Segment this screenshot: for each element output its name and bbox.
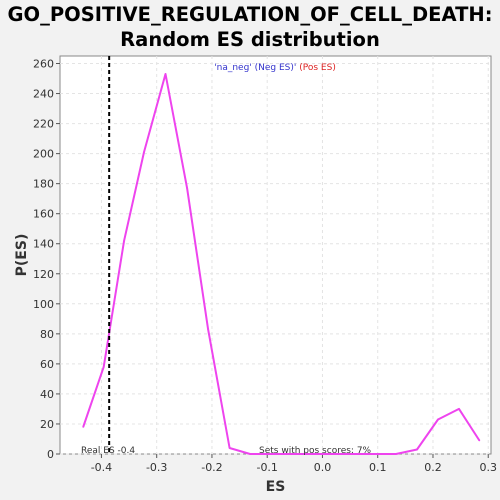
y-tick-label: 0 xyxy=(47,448,54,461)
data-point xyxy=(312,453,314,455)
y-axis-ticks: 0 20 40 60 80 100 120 140 160 180 200 220 240 260 xyxy=(33,58,60,461)
y-axis-label: P(ES) xyxy=(14,234,30,277)
data-point xyxy=(82,426,85,428)
data-point xyxy=(102,366,105,368)
y-tick-label: 120 xyxy=(33,268,54,281)
data-point xyxy=(478,439,481,442)
chart-title-line-1: GO_POSITIVE_REGULATION_OF_CELL_DEATH: xyxy=(7,3,493,26)
data-point xyxy=(437,418,439,421)
y-tick-label: 80 xyxy=(40,328,54,341)
x-tick-label: 0.1 xyxy=(369,461,387,474)
es-distribution-line xyxy=(82,73,481,455)
data-point xyxy=(416,448,418,451)
y-tick-label: 260 xyxy=(33,58,54,71)
y-tick-label: 20 xyxy=(40,418,54,431)
x-tick-label: -0.1 xyxy=(256,461,277,474)
data-point xyxy=(270,453,272,455)
legend-pos-es: (Pos ES) xyxy=(296,63,335,73)
x-tick-label: -0.3 xyxy=(146,461,167,474)
data-point xyxy=(123,239,125,242)
grid-lines xyxy=(60,56,491,455)
x-tick-label: -0.2 xyxy=(201,461,222,474)
x-tick-label: -0.4 xyxy=(91,461,112,474)
legend: 'na_neg' (Neg ES)' (Pos ES) xyxy=(214,63,336,73)
y-tick-label: 60 xyxy=(40,358,54,371)
x-tick-label: 0.0 xyxy=(314,461,332,474)
data-point xyxy=(164,73,167,75)
real-es-label: Real ES -0.4 xyxy=(81,446,135,456)
x-tick-label: 0.2 xyxy=(424,461,442,474)
y-tick-label: 160 xyxy=(33,208,54,221)
y-tick-label: 40 xyxy=(40,388,54,401)
data-point xyxy=(458,408,460,410)
legend-neg-es: 'na_neg' (Neg ES)' xyxy=(214,63,296,73)
x-tick-label: 0.3 xyxy=(479,461,497,474)
pos-scores-annotation: Sets with pos scores: 7% xyxy=(259,446,372,456)
data-point xyxy=(249,453,251,455)
chart-title-line-2: Random ES distribution xyxy=(120,28,380,51)
x-axis-ticks: -0.4 -0.3 -0.2 -0.1 0.0 0.1 0.2 0.3 xyxy=(91,454,497,474)
data-point xyxy=(143,151,145,153)
y-tick-label: 240 xyxy=(33,88,54,101)
y-tick-label: 100 xyxy=(33,298,54,311)
y-tick-label: 220 xyxy=(33,118,54,131)
y-tick-label: 180 xyxy=(33,178,54,191)
data-point xyxy=(291,453,293,455)
y-tick-label: 200 xyxy=(33,148,54,161)
data-point xyxy=(186,187,188,189)
series-group xyxy=(82,73,481,455)
chart-title: GO_POSITIVE_REGULATION_OF_CELL_DEATH: Ra… xyxy=(0,2,500,52)
data-point xyxy=(228,447,231,449)
data-point xyxy=(333,453,335,455)
x-axis-label: ES xyxy=(266,479,286,495)
data-point xyxy=(354,453,356,455)
data-point xyxy=(207,328,209,331)
data-point xyxy=(374,453,377,455)
data-point xyxy=(395,453,397,455)
plot-area xyxy=(59,55,492,455)
y-tick-label: 140 xyxy=(33,238,54,251)
